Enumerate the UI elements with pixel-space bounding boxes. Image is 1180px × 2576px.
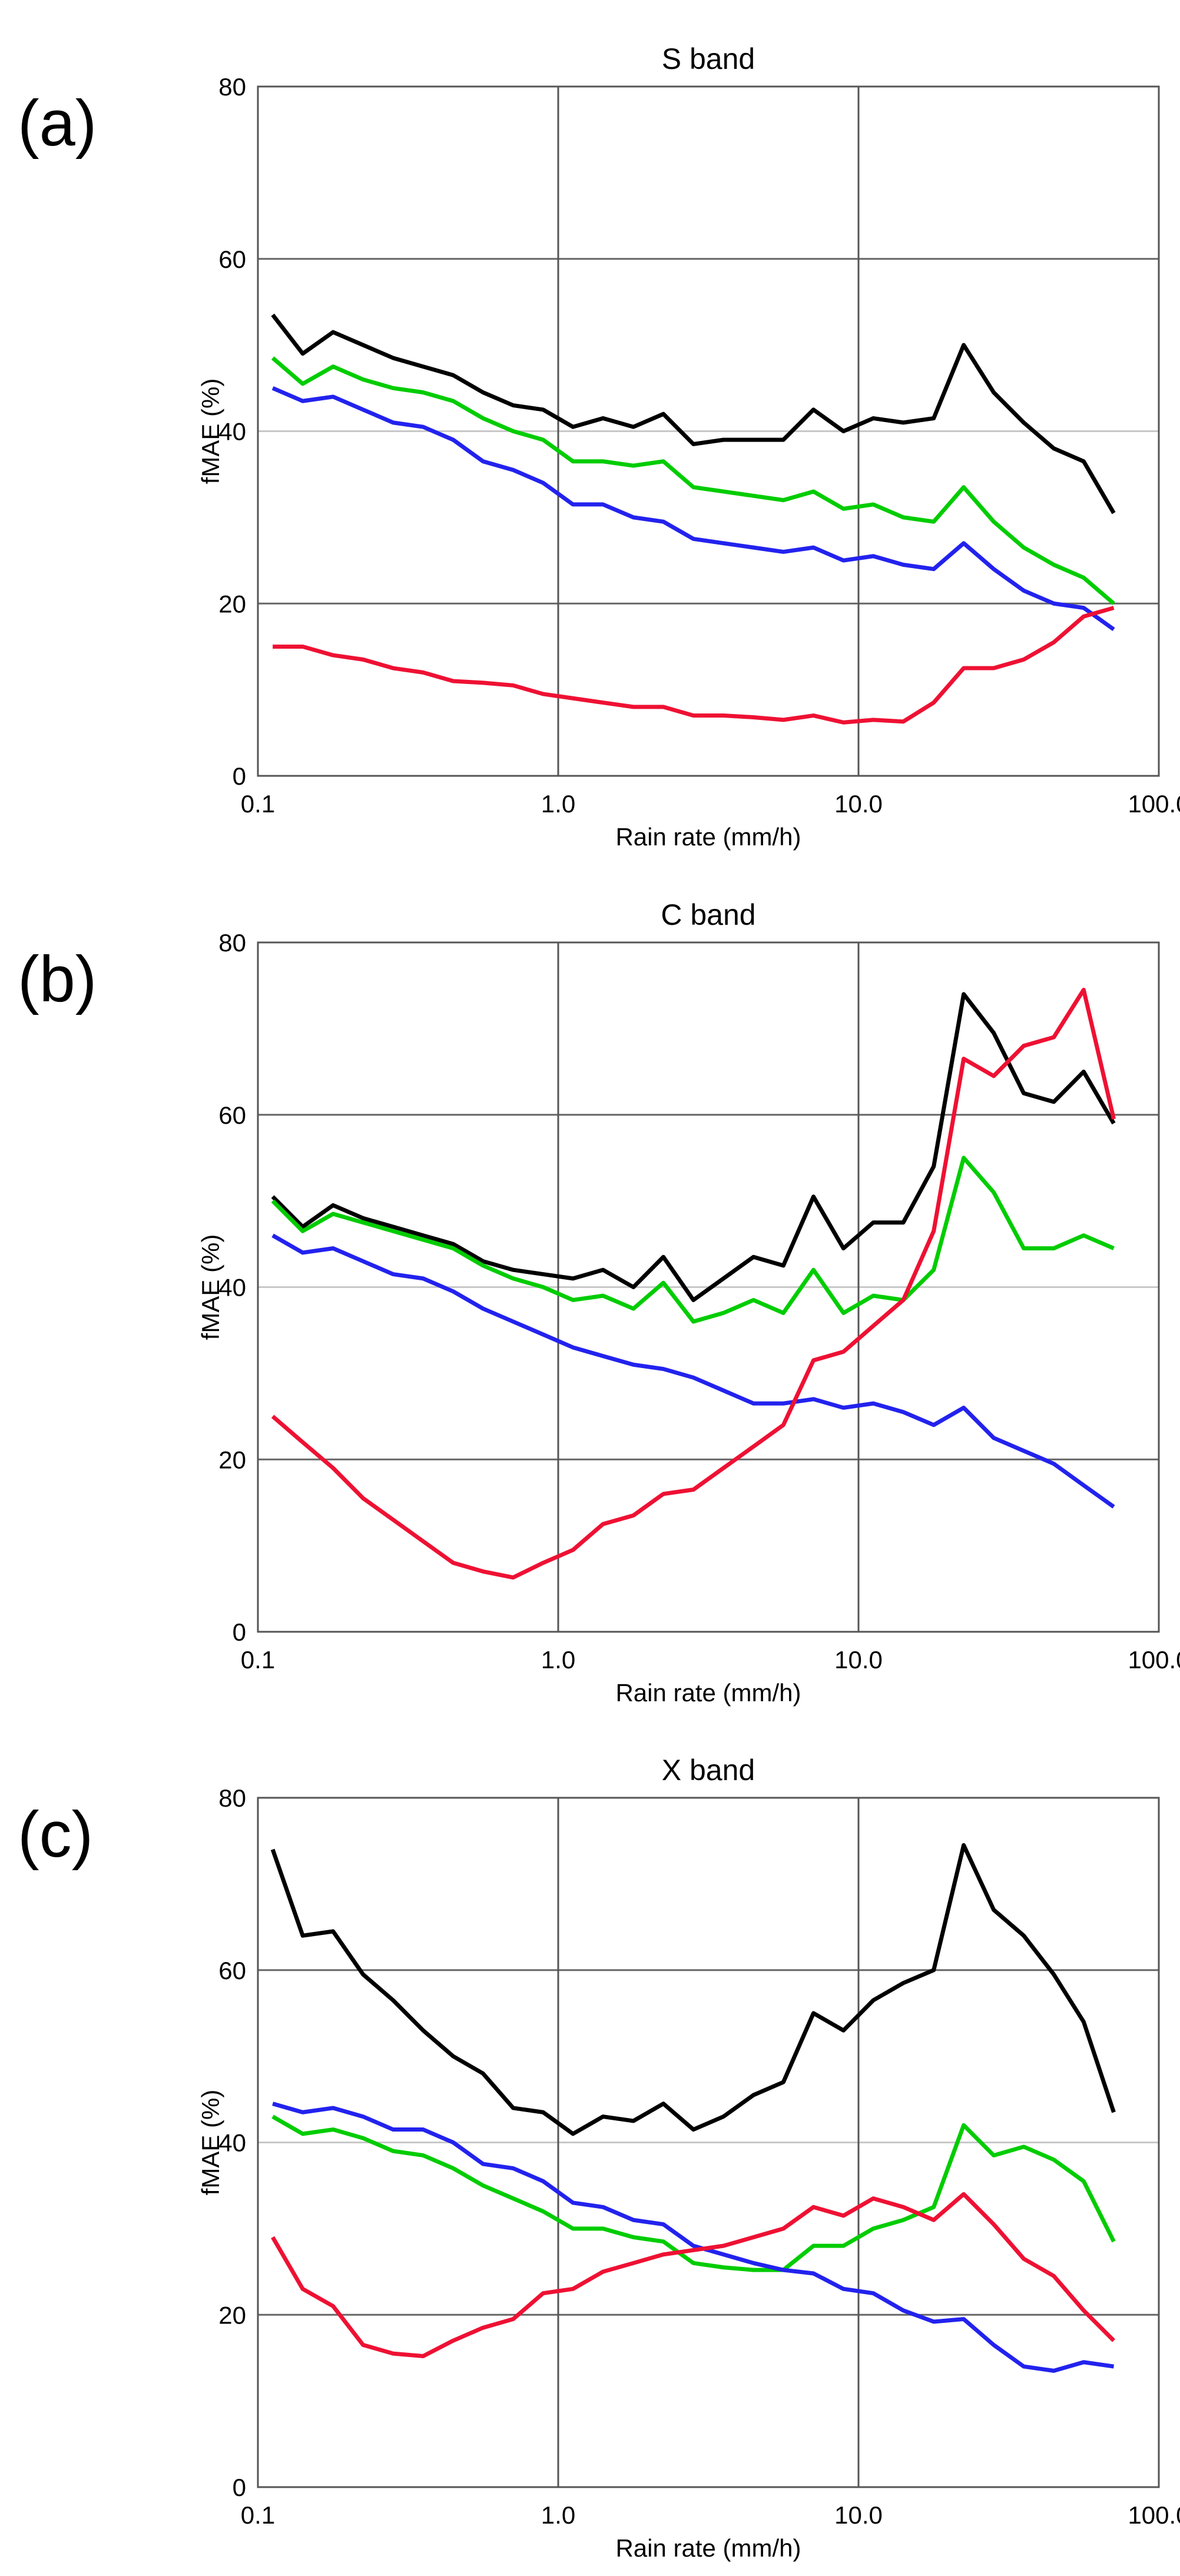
x-axis-label: Rain rate (mm/h) — [615, 2534, 801, 2562]
data-line — [270, 1843, 1116, 2136]
y-tick-label: 40 — [218, 2129, 246, 2157]
y-tick-label: 40 — [218, 1274, 246, 1302]
y-tick-label: 40 — [218, 418, 246, 446]
x-tick-label: 100.0 — [1128, 2501, 1180, 2529]
chart-title: X band — [662, 1754, 755, 1787]
chart-title: S band — [662, 42, 755, 75]
x-tick-label: 0.1 — [241, 2501, 275, 2529]
x-tick-label: 10.0 — [834, 1646, 883, 1674]
y-tick-label: 0 — [233, 2474, 246, 2501]
panel-label: (b) — [18, 943, 97, 1015]
x-tick-label: 0.1 — [241, 790, 275, 818]
y-tick-label: 0 — [233, 762, 246, 790]
x-tick-label: 1.0 — [541, 790, 575, 818]
y-tick-label: 80 — [218, 929, 246, 957]
y-tick-label: 20 — [218, 590, 246, 618]
data-line — [271, 2192, 1115, 2359]
data-line — [271, 988, 1116, 1580]
panel-label: (c) — [18, 1798, 93, 1871]
chart-panel: (a) S band Rain rate (mm/h) fMAE (%) 0 20 40 60… — [18, 42, 1180, 851]
y-tick-label: 80 — [218, 1784, 246, 1812]
data-line — [271, 386, 1115, 632]
x-axis-label: Rain rate (mm/h) — [615, 1679, 801, 1707]
x-tick-label: 100.0 — [1128, 790, 1180, 818]
y-tick-label: 0 — [233, 1618, 246, 1646]
x-tick-label: 10.0 — [834, 2501, 883, 2529]
y-tick-label: 80 — [218, 73, 246, 101]
data-line — [272, 2102, 1115, 2373]
plot-frame — [257, 85, 1160, 777]
chart-panel: (c) X band Rain rate (mm/h) fMAE (%) 0 20 40 60… — [18, 1754, 1180, 2562]
chart-panel: (b) C band Rain rate (mm/h) fMAE (%) 0 20 40 60… — [18, 898, 1180, 1707]
data-line — [271, 2114, 1116, 2272]
data-line — [273, 606, 1115, 725]
x-tick-label: 1.0 — [541, 1646, 575, 1674]
data-line — [271, 313, 1116, 514]
y-tick-label: 60 — [218, 1101, 246, 1129]
x-tick-label: 100.0 — [1128, 1646, 1180, 1674]
y-tick-label: 60 — [218, 1957, 246, 1984]
data-line — [271, 1156, 1115, 1324]
chart-title: C band — [661, 898, 755, 931]
y-tick-label: 60 — [218, 245, 246, 273]
x-axis-label: Rain rate (mm/h) — [615, 823, 801, 851]
panel-label: (a) — [18, 87, 97, 160]
y-tick-label: 20 — [218, 2301, 246, 2329]
data-line — [271, 1233, 1115, 1509]
data-line — [271, 356, 1115, 605]
x-tick-label: 0.1 — [241, 1646, 275, 1674]
y-axis-label: fMAE (%) — [197, 2090, 224, 2196]
y-tick-label: 20 — [218, 1446, 246, 1473]
x-tick-label: 10.0 — [834, 790, 883, 818]
plot-frame — [257, 941, 1160, 1633]
x-tick-label: 1.0 — [541, 2501, 575, 2529]
y-axis-label: fMAE (%) — [197, 1234, 224, 1340]
plot-frame — [257, 1797, 1160, 2488]
y-axis-label: fMAE (%) — [197, 379, 224, 484]
data-line — [271, 992, 1116, 1302]
